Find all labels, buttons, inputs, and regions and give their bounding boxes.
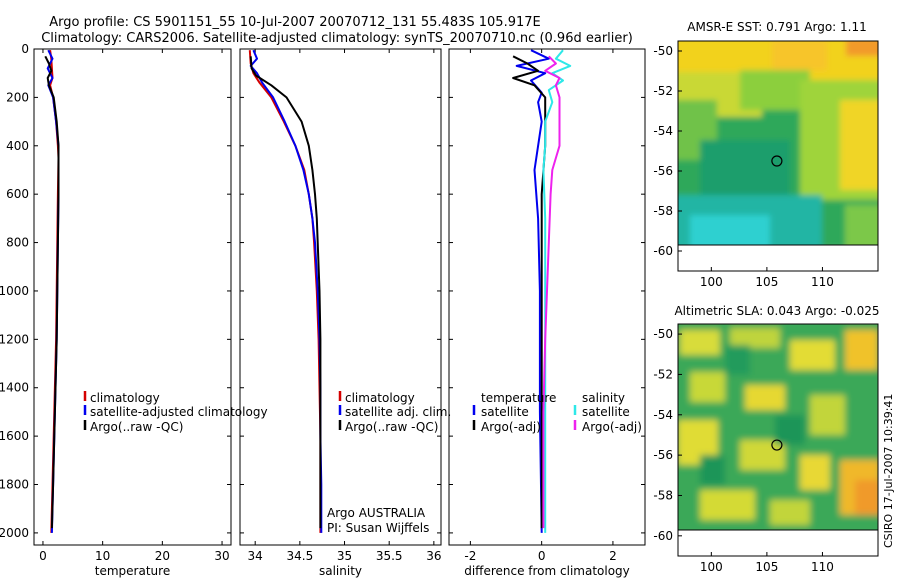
difference-series-temperature-satellite <box>515 49 550 533</box>
sla_map-ytick-label: -58 <box>653 488 673 502</box>
sla_map-ytick-label: -56 <box>653 448 673 462</box>
difference-series-salinity-argo <box>542 55 561 529</box>
salinity-xtick-label: 35.5 <box>376 549 403 563</box>
temperature-xtick-label: 0 <box>39 549 47 563</box>
temperature-xtick-label: 30 <box>214 549 229 563</box>
salinity-annotation-line2: PI: Susan Wijffels <box>327 521 429 535</box>
difference-legend-salinity-satellite: satellite <box>582 405 630 419</box>
salinity-xtick-label: 34 <box>248 549 263 563</box>
temperature-panel: 0 10 20 30 0 200 400 600 800 1000 1200 1400 1600 1800… <box>0 42 232 578</box>
temperature-ytick-label: 600 <box>6 187 29 201</box>
salinity-series-argo <box>249 56 322 529</box>
sst_map-ytick-label: -56 <box>653 164 673 178</box>
sla-map-title: Altimetric SLA: 0.043 Argo: -0.025 <box>674 304 879 318</box>
credit-text: CSIRO 17-Jul-2007 10:39:41 <box>882 394 895 548</box>
temperature-xlabel: temperature <box>95 564 170 578</box>
temperature-ytick-label: 1200 <box>0 332 29 346</box>
sst_map-ytick-label: -50 <box>653 44 673 58</box>
temperature-ytick-label: 1400 <box>0 381 29 395</box>
temperature-legend-climatology: climatology <box>90 391 160 405</box>
salinity-legend-argo: Argo(..raw -QC) <box>345 420 438 434</box>
sst-map-title: AMSR-E SST: 0.791 Argo: 1.11 <box>687 20 867 34</box>
sla_map-ytick-label: -52 <box>653 367 673 381</box>
difference-legend-salinity-argo: Argo(-adj) <box>582 420 642 434</box>
difference-legend-temperature-argo: Argo(-adj) <box>481 420 541 434</box>
sla_map-ytick-label: -54 <box>653 408 673 422</box>
temperature-series-argo <box>44 55 60 529</box>
sla-map: -50 -52 -54 -56 -58 -60 100 105 110 <box>653 323 879 574</box>
salinity-legend-satellite: satellite adj. clim. <box>345 405 451 419</box>
figure-title-line1: Argo profile: CS 5901151_55 10-Jul-2007 … <box>49 15 540 30</box>
difference-series-salinity-satellite <box>542 49 572 533</box>
difference-legend-salinity-title: salinity <box>582 391 625 405</box>
sst_map-argo-location-marker <box>771 155 783 167</box>
salinity-xtick-label: 34.5 <box>286 549 313 563</box>
sst_map-frame <box>677 40 879 272</box>
sla_map-ytick-label: -60 <box>653 529 673 543</box>
sla_map-xtick-label: 110 <box>811 560 834 574</box>
temperature-xtick-label: 20 <box>155 549 170 563</box>
difference-legend-temperature-title: temperature <box>481 391 556 405</box>
sst_map-ytick-label: -54 <box>653 124 673 138</box>
difference-xlabel: difference from climatology <box>464 564 630 578</box>
temperature-legend-argo: Argo(..raw -QC) <box>90 420 183 434</box>
sst_map-xtick-label: 100 <box>700 275 723 289</box>
temperature-ytick-label: 1800 <box>0 478 29 492</box>
difference-legend-temperature-satellite: satellite <box>481 405 529 419</box>
temperature-ytick-label: 1000 <box>0 284 29 298</box>
salinity-plot-frame <box>239 48 442 546</box>
temperature-plot-frame <box>33 48 232 546</box>
sla_map-xtick-label: 105 <box>755 560 778 574</box>
sst_map-ytick-label: -52 <box>653 84 673 98</box>
sla_map-xtick-label: 100 <box>700 560 723 574</box>
temperature-ytick-label: 0 <box>21 42 29 56</box>
salinity-xlabel: salinity <box>319 564 362 578</box>
figure-title-line2: Climatology: CARS2006. Satellite-adjuste… <box>41 31 633 46</box>
difference-xtick-label: -2 <box>464 549 476 563</box>
salinity-legend-climatology: climatology <box>345 391 415 405</box>
temperature-ytick-label: 200 <box>6 90 29 104</box>
sst_map-ytick-label: -60 <box>653 244 673 258</box>
temperature-ytick-label: 400 <box>6 139 29 153</box>
sst-map: -50 -52 -54 -56 -58 -60 100 105 110 <box>653 40 879 289</box>
temperature-xtick-label: 10 <box>95 549 110 563</box>
sla_map-frame <box>677 323 879 557</box>
difference-xtick-label: 0 <box>538 549 546 563</box>
temperature-ytick-label: 1600 <box>0 429 29 443</box>
salinity-xtick-label: 35 <box>337 549 352 563</box>
sla_map-argo-location-marker <box>771 439 783 451</box>
temperature-legend-satellite: satellite-adjusted climatology <box>90 405 268 419</box>
sst_map-xtick-label: 110 <box>811 275 834 289</box>
temperature-ytick-label: 800 <box>6 236 29 250</box>
difference-xtick-label: 2 <box>609 549 617 563</box>
sla_map-ytick-label: -50 <box>653 327 673 341</box>
sst_map-xtick-label: 105 <box>755 275 778 289</box>
salinity-xtick-label: 36 <box>426 549 441 563</box>
salinity-annotation-line1: Argo AUSTRALIA <box>327 506 426 520</box>
temperature-ytick-label: 2000 <box>0 526 29 540</box>
salinity-panel: 34 34.5 35 35.5 36 salinity <box>239 48 442 578</box>
sst_map-ytick-label: -58 <box>653 204 673 218</box>
